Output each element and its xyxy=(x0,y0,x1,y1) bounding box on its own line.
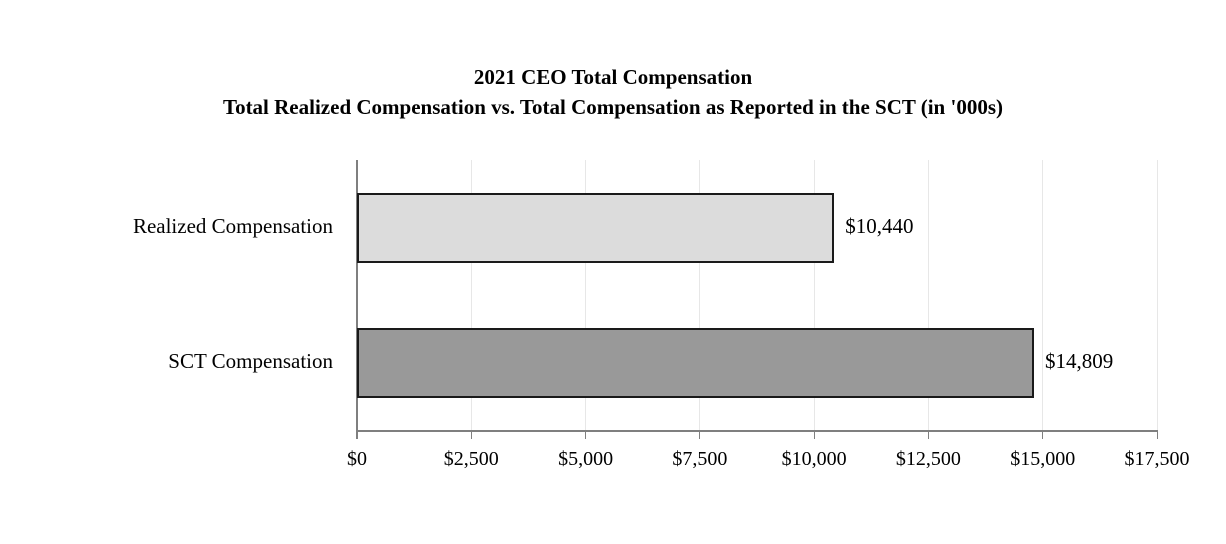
x-axis-tick-label: $5,000 xyxy=(558,448,614,470)
x-axis-tick xyxy=(470,430,472,439)
x-axis-tick xyxy=(927,430,929,439)
x-axis-tick xyxy=(585,430,587,439)
gridline xyxy=(1042,160,1044,430)
gridline xyxy=(470,160,472,430)
y-axis-line xyxy=(356,160,358,439)
category-label: SCT Compensation xyxy=(168,348,333,373)
x-axis-tick xyxy=(813,430,815,439)
bar-realized-compensation xyxy=(357,192,835,263)
bar-sct-compensation xyxy=(357,327,1034,398)
x-axis-tick-label: $0 xyxy=(347,448,367,470)
x-axis-tick-label: $12,500 xyxy=(895,448,961,470)
chart-title-line2: Total Realized Compensation vs. Total Co… xyxy=(222,95,1003,119)
x-axis-line xyxy=(356,430,1157,432)
gridline xyxy=(585,160,587,430)
x-axis-tick-label: $2,500 xyxy=(443,448,499,470)
chart-title-line1: 2021 CEO Total Compensation xyxy=(473,65,753,89)
chart-title: 2021 CEO Total Compensation Total Realiz… xyxy=(0,62,1226,122)
x-axis-tick xyxy=(699,430,701,439)
category-label: Realized Compensation xyxy=(132,213,333,238)
x-axis-tick-label: $10,000 xyxy=(781,448,847,470)
gridline xyxy=(699,160,701,430)
gridline xyxy=(927,160,929,430)
data-label: $14,809 xyxy=(1044,348,1114,373)
x-axis-tick-label: $15,000 xyxy=(1010,448,1076,470)
x-axis-tick xyxy=(1156,430,1158,439)
x-axis-tick xyxy=(1042,430,1044,439)
gridline xyxy=(1156,160,1158,430)
x-axis-tick-label: $17,500 xyxy=(1124,448,1190,470)
x-axis-tick-label: $7,500 xyxy=(672,448,728,470)
data-label: $10,440 xyxy=(845,213,914,238)
gridline xyxy=(813,160,815,430)
